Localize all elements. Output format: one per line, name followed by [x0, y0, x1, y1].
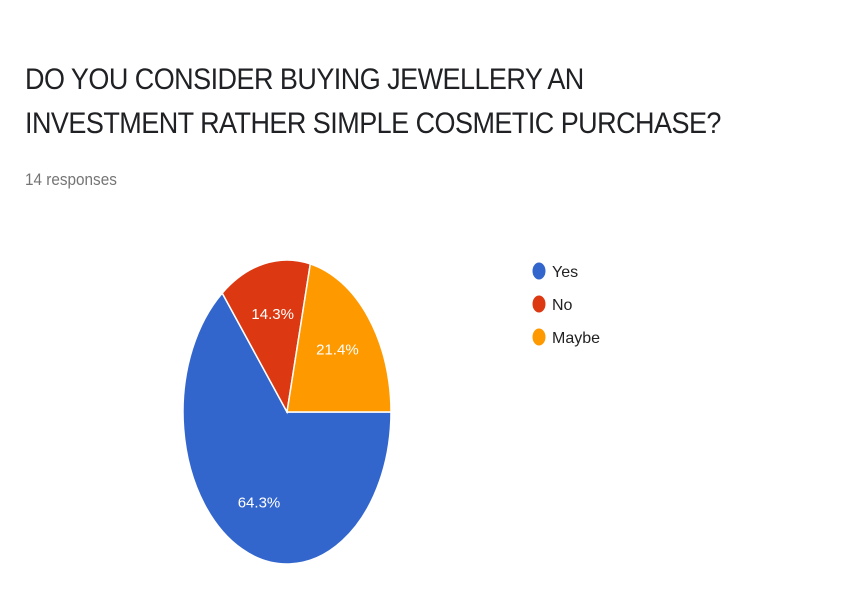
legend-marker-yes — [532, 262, 546, 280]
pie-slice-labels: 64.3% 14.3% 21.4% — [238, 306, 359, 511]
pie-slice-no — [221, 259, 312, 415]
slice-label-no: 14.3% — [251, 306, 294, 323]
chart-title: DO YOU CONSIDER BUYING JEWELLERY AN INVE… — [25, 63, 721, 140]
legend-label-maybe: Maybe — [552, 330, 600, 347]
pie-slice-yes — [182, 291, 392, 565]
slice-label-yes: 64.3% — [238, 494, 281, 511]
legend: Yes No Maybe — [532, 262, 600, 347]
legend-marker-no — [532, 295, 546, 313]
slice-label-maybe: 21.4% — [316, 342, 359, 359]
pie-slices — [182, 259, 392, 565]
legend-marker-maybe — [532, 328, 546, 346]
legend-label-yes: Yes — [552, 264, 578, 281]
response-count: 14 responses — [25, 170, 117, 189]
pie-slice-maybe — [286, 262, 392, 413]
legend-label-no: No — [552, 297, 573, 314]
